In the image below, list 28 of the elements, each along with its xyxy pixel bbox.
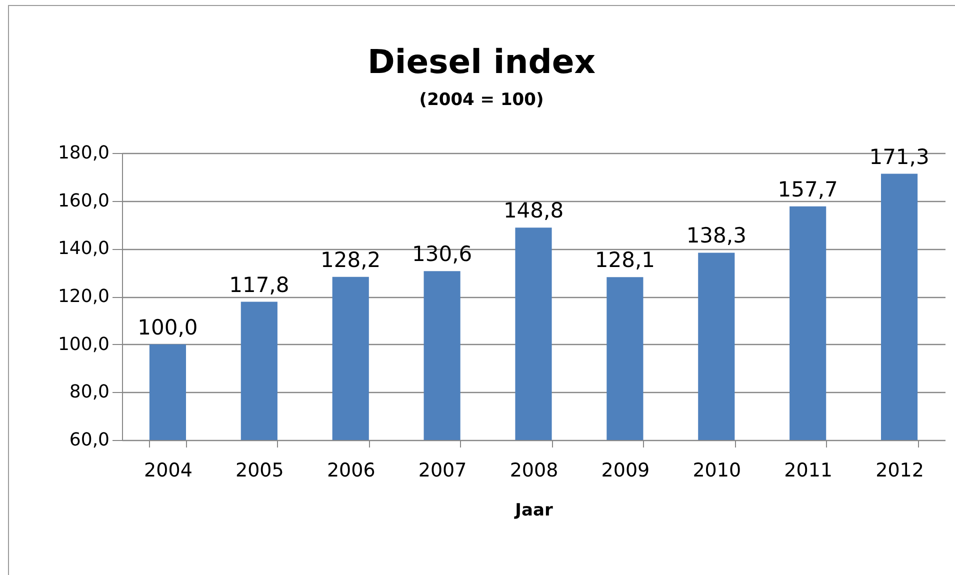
- data-label: 130,6: [412, 242, 472, 266]
- data-label: 157,7: [778, 177, 838, 202]
- chart-title: Diesel index: [367, 42, 596, 81]
- y-tick-label: 180,0: [58, 142, 110, 164]
- data-label: 148,8: [503, 198, 564, 223]
- y-tick-label: 160,0: [58, 190, 110, 212]
- x-tick-label: 2009: [601, 460, 650, 482]
- data-label: 128,1: [594, 248, 656, 272]
- x-tick-label: 2011: [784, 460, 833, 482]
- x-tick-label: 2007: [418, 460, 467, 482]
- x-tick-label: 2010: [692, 460, 742, 482]
- y-tick-label: 80,0: [69, 382, 110, 403]
- y-tick-label: 100,0: [58, 334, 110, 355]
- data-label: 171,3: [869, 144, 930, 169]
- x-tick-label: 2006: [326, 460, 376, 482]
- x-tick-label: 2012: [876, 460, 924, 482]
- y-tick-label: 60,0: [69, 430, 110, 450]
- y-tick-label: 120,0: [58, 286, 110, 307]
- data-label: 138,3: [686, 224, 746, 248]
- chart-subtitle: (2004 = 100): [419, 90, 544, 110]
- x-axis-title: Jaar: [514, 500, 554, 520]
- x-tick-label: 2005: [235, 460, 284, 482]
- data-label: 100,0: [138, 315, 198, 340]
- y-tick-label: 140,0: [58, 238, 110, 260]
- data-label: 117,8: [229, 272, 290, 297]
- x-tick-label: 2004: [144, 460, 192, 482]
- x-tick-label: 2008: [510, 460, 558, 482]
- data-label: 128,2: [320, 248, 381, 272]
